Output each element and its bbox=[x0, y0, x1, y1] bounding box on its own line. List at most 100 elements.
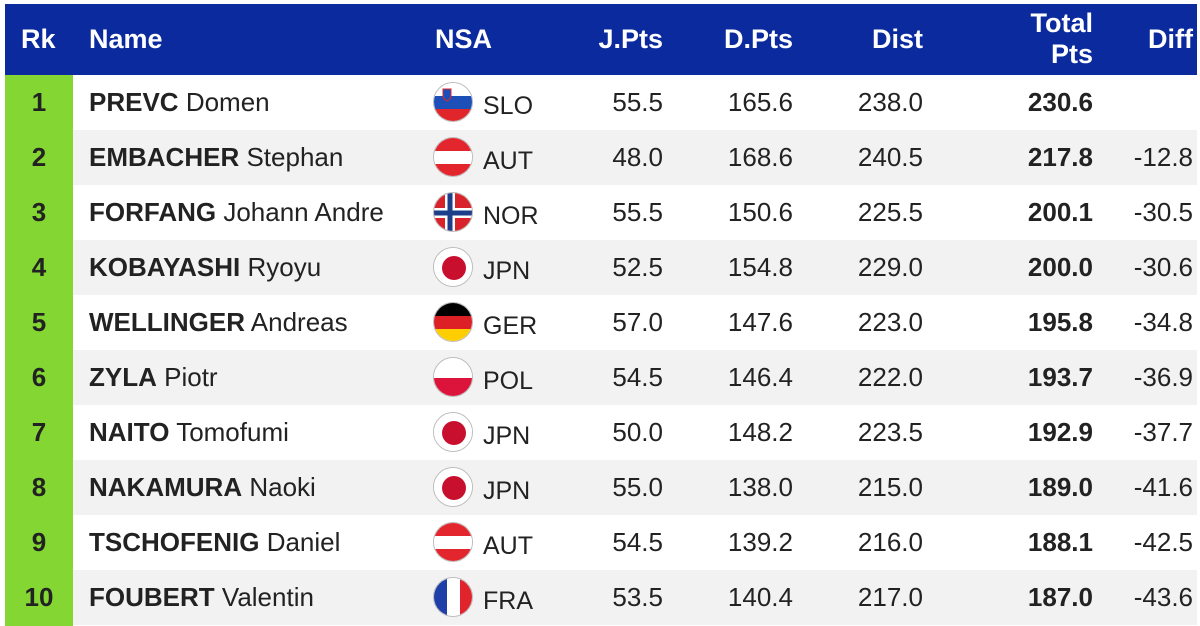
athlete-surname: PREVC bbox=[89, 87, 179, 117]
germany-flag-icon bbox=[433, 302, 473, 342]
total-points: 188.1 bbox=[1027, 527, 1093, 557]
nsa-code: GER bbox=[483, 312, 538, 340]
athlete-given-name: Johann Andre bbox=[223, 197, 384, 227]
points-difference: -30.5 bbox=[1133, 197, 1193, 227]
jump-points: 52.5 bbox=[612, 252, 663, 282]
row-background bbox=[73, 295, 1197, 350]
total-points: 200.1 bbox=[1027, 197, 1093, 227]
header-jpts[interactable]: J.Pts bbox=[598, 24, 663, 54]
athlete-name[interactable]: EMBACHER Stephan bbox=[89, 142, 343, 172]
table-row[interactable]: 9 TSCHOFENIG Daniel AUT 54.5 139.2 216.0 188.1… bbox=[5, 515, 1197, 570]
table-row[interactable]: 4 KOBAYASHI Ryoyu JPN 52.5 154.8 229.0 200.0 -3… bbox=[5, 240, 1197, 295]
jump-points: 55.5 bbox=[612, 197, 663, 227]
header-dist[interactable]: Dist bbox=[871, 24, 923, 54]
row-background bbox=[73, 240, 1197, 295]
athlete-surname: TSCHOFENIG bbox=[89, 527, 260, 557]
athlete-given-name: Piotr bbox=[164, 362, 218, 392]
table-row[interactable]: 1 PREVC Domen SLO 55.5 165.6 238.0 230.6 bbox=[5, 75, 1197, 130]
distance: 240.5 bbox=[857, 142, 923, 172]
total-points: 192.9 bbox=[1027, 417, 1093, 447]
table-row[interactable]: 3 FORFANG Johann Andre NOR 55.5 150.6 225.5 20… bbox=[5, 185, 1197, 240]
athlete-name[interactable]: ZYLA Piotr bbox=[89, 362, 218, 392]
athlete-name[interactable]: TSCHOFENIG Daniel bbox=[89, 527, 340, 557]
nsa-code: JPN bbox=[483, 422, 531, 450]
nsa-code: AUT bbox=[483, 147, 533, 175]
table-row[interactable]: 2 EMBACHER Stephan AUT 48.0 168.6 240.5 217.8 -… bbox=[5, 130, 1197, 185]
header-dpts[interactable]: D.Pts bbox=[723, 24, 793, 54]
rank-cell: 4 bbox=[31, 252, 47, 282]
distance-points: 148.2 bbox=[727, 417, 793, 447]
athlete-given-name: Daniel bbox=[266, 527, 341, 557]
athlete-name[interactable]: FOUBERT Valentin bbox=[89, 582, 314, 612]
japan-flag-icon bbox=[433, 412, 473, 452]
athlete-name[interactable]: WELLINGER Andreas bbox=[89, 307, 348, 337]
athlete-surname: KOBAYASHI bbox=[89, 252, 241, 282]
header-name[interactable]: Name bbox=[89, 24, 163, 54]
total-points: 230.6 bbox=[1027, 87, 1093, 117]
row-background bbox=[73, 130, 1197, 185]
header-nsa[interactable]: NSA bbox=[435, 24, 493, 54]
japan-flag-icon bbox=[433, 467, 473, 507]
total-points: 217.8 bbox=[1027, 142, 1093, 172]
nsa-code: SLO bbox=[483, 92, 534, 120]
distance: 216.0 bbox=[857, 527, 923, 557]
header-rank[interactable]: Rk bbox=[21, 24, 56, 54]
athlete-given-name: Domen bbox=[185, 87, 270, 117]
nsa-code: POL bbox=[483, 367, 534, 395]
total-points: 187.0 bbox=[1027, 582, 1093, 612]
rank-cell: 1 bbox=[31, 87, 47, 117]
jump-points: 50.0 bbox=[612, 417, 663, 447]
distance-points: 147.6 bbox=[727, 307, 793, 337]
poland-flag-icon bbox=[433, 357, 473, 397]
header-diff[interactable]: Diff bbox=[1148, 24, 1193, 54]
japan-flag-icon bbox=[433, 247, 473, 287]
athlete-given-name: Ryoyu bbox=[247, 252, 322, 282]
table-header: Rk Name NSA J.Pts D.Pts Dist Total Pts D… bbox=[5, 4, 1197, 75]
distance: 217.0 bbox=[857, 582, 923, 612]
row-background bbox=[73, 405, 1197, 460]
points-difference: -41.6 bbox=[1133, 472, 1193, 502]
total-points: 195.8 bbox=[1027, 307, 1093, 337]
points-difference: -30.6 bbox=[1133, 252, 1193, 282]
table-row[interactable]: 5 WELLINGER Andreas GER 57.0 147.6 223.0 195.8… bbox=[5, 295, 1197, 350]
table-row[interactable]: 8 NAKAMURA Naoki JPN 55.0 138.0 215.0 189.0 -41… bbox=[5, 460, 1197, 515]
distance-points: 154.8 bbox=[727, 252, 793, 282]
austria-flag-icon bbox=[433, 522, 473, 562]
points-difference: -12.8 bbox=[1133, 142, 1193, 172]
athlete-surname: NAITO bbox=[89, 417, 170, 447]
jump-points: 53.5 bbox=[612, 582, 663, 612]
distance-points: 150.6 bbox=[727, 197, 793, 227]
athlete-surname: EMBACHER bbox=[89, 142, 240, 172]
athlete-name[interactable]: NAITO Tomofumi bbox=[89, 417, 289, 447]
rank-column-highlight bbox=[5, 75, 73, 626]
nsa-code: JPN bbox=[483, 257, 531, 285]
header-total-line2[interactable]: Pts bbox=[1050, 39, 1093, 69]
jump-points: 55.5 bbox=[612, 87, 663, 117]
table-row[interactable]: 6 ZYLA Piotr POL 54.5 146.4 222.0 193.7 -36.9 bbox=[5, 350, 1197, 405]
row-background bbox=[73, 515, 1197, 570]
athlete-given-name: Andreas bbox=[250, 307, 348, 337]
athlete-name[interactable]: KOBAYASHI Ryoyu bbox=[89, 252, 321, 282]
athlete-given-name: Naoki bbox=[249, 472, 316, 502]
nsa-code: NOR bbox=[483, 202, 539, 230]
distance: 223.5 bbox=[857, 417, 923, 447]
points-difference: -43.6 bbox=[1133, 582, 1193, 612]
athlete-name[interactable]: NAKAMURA Naoki bbox=[89, 472, 316, 502]
athlete-name[interactable]: FORFANG Johann Andre bbox=[89, 197, 384, 227]
row-background bbox=[73, 350, 1197, 405]
distance-points: 139.2 bbox=[727, 527, 793, 557]
distance-points: 140.4 bbox=[727, 582, 793, 612]
distance: 229.0 bbox=[857, 252, 923, 282]
rank-cell: 6 bbox=[31, 362, 47, 392]
points-difference: -42.5 bbox=[1133, 527, 1193, 557]
table-row[interactable]: 7 NAITO Tomofumi JPN 50.0 148.2 223.5 192.9 -37… bbox=[5, 405, 1197, 460]
jump-points: 54.5 bbox=[612, 527, 663, 557]
table-row[interactable]: 10 FOUBERT Valentin FRA 53.5 140.4 217.0 187.0… bbox=[5, 570, 1197, 625]
athlete-surname: FORFANG bbox=[89, 197, 217, 227]
header-total-line1[interactable]: Total bbox=[1030, 8, 1094, 38]
austria-flag-icon bbox=[433, 137, 473, 177]
athlete-name[interactable]: PREVC Domen bbox=[89, 87, 270, 117]
total-points: 193.7 bbox=[1027, 362, 1093, 392]
slovenia-flag-icon bbox=[433, 82, 473, 122]
